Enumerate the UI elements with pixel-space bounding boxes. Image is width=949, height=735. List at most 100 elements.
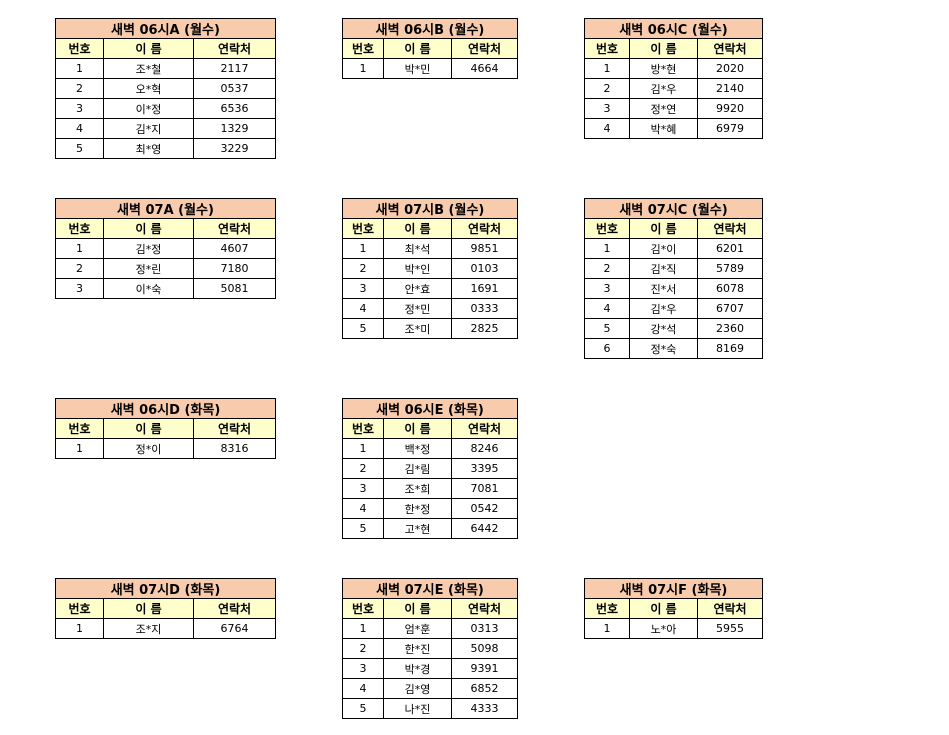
header-number[interactable]: 번호 [584, 218, 630, 239]
cell-number[interactable]: 6 [584, 338, 630, 359]
header-name[interactable]: 이 름 [629, 598, 698, 619]
cell-contact[interactable]: 8246 [451, 438, 518, 459]
cell-number[interactable]: 1 [342, 238, 384, 259]
header-name[interactable]: 이 름 [103, 38, 194, 59]
cell-number[interactable]: 3 [342, 658, 384, 679]
header-number[interactable]: 번호 [342, 418, 384, 439]
cell-name[interactable]: 조*지 [103, 618, 194, 639]
cell-number[interactable]: 3 [342, 478, 384, 499]
cell-name[interactable]: 김*우 [629, 78, 698, 99]
cell-contact[interactable]: 2020 [697, 58, 763, 79]
cell-contact[interactable]: 5098 [451, 638, 518, 659]
cell-number[interactable]: 5 [342, 318, 384, 339]
cell-contact[interactable]: 3395 [451, 458, 518, 479]
header-contact[interactable]: 연락처 [193, 418, 276, 439]
cell-contact[interactable]: 5789 [697, 258, 763, 279]
header-name[interactable]: 이 름 [383, 38, 452, 59]
cell-contact[interactable]: 1329 [193, 118, 276, 139]
cell-contact[interactable]: 4333 [451, 698, 518, 719]
cell-contact[interactable]: 2825 [451, 318, 518, 339]
cell-name[interactable]: 한*진 [383, 638, 452, 659]
cell-contact[interactable]: 8169 [697, 338, 763, 359]
cell-name[interactable]: 진*서 [629, 278, 698, 299]
cell-number[interactable]: 4 [584, 118, 630, 139]
cell-number[interactable]: 1 [584, 58, 630, 79]
cell-number[interactable]: 5 [342, 518, 384, 539]
cell-contact[interactable]: 6764 [193, 618, 276, 639]
cell-contact[interactable]: 5081 [193, 278, 276, 299]
cell-contact[interactable]: 4607 [193, 238, 276, 259]
header-name[interactable]: 이 름 [103, 418, 194, 439]
cell-contact[interactable]: 9391 [451, 658, 518, 679]
table-title[interactable]: 새벽 06시B (월수) [342, 18, 518, 39]
cell-number[interactable]: 4 [55, 118, 104, 139]
cell-contact[interactable]: 6707 [697, 298, 763, 319]
cell-name[interactable]: 정*숙 [629, 338, 698, 359]
header-contact[interactable]: 연락처 [451, 38, 518, 59]
cell-number[interactable]: 1 [584, 238, 630, 259]
cell-name[interactable]: 정*이 [103, 438, 194, 459]
cell-contact[interactable]: 6979 [697, 118, 763, 139]
header-number[interactable]: 번호 [55, 418, 104, 439]
cell-number[interactable]: 4 [342, 498, 384, 519]
header-contact[interactable]: 연락처 [451, 598, 518, 619]
header-number[interactable]: 번호 [342, 218, 384, 239]
cell-number[interactable]: 2 [55, 78, 104, 99]
cell-contact[interactable]: 2140 [697, 78, 763, 99]
header-number[interactable]: 번호 [584, 598, 630, 619]
cell-name[interactable]: 조*철 [103, 58, 194, 79]
header-name[interactable]: 이 름 [383, 598, 452, 619]
cell-name[interactable]: 김*정 [103, 238, 194, 259]
cell-number[interactable]: 4 [342, 298, 384, 319]
cell-name[interactable]: 박*민 [383, 58, 452, 79]
cell-name[interactable]: 엄*훈 [383, 618, 452, 639]
cell-number[interactable]: 4 [584, 298, 630, 319]
cell-name[interactable]: 정*연 [629, 98, 698, 119]
cell-contact[interactable]: 0313 [451, 618, 518, 639]
cell-number[interactable]: 2 [584, 258, 630, 279]
cell-name[interactable]: 김*지 [103, 118, 194, 139]
cell-number[interactable]: 1 [342, 618, 384, 639]
cell-contact[interactable]: 7180 [193, 258, 276, 279]
table-title[interactable]: 새벽 06시E (화목) [342, 398, 518, 419]
table-title[interactable]: 새벽 06시A (월수) [55, 18, 276, 39]
cell-contact[interactable]: 7081 [451, 478, 518, 499]
cell-name[interactable]: 최*석 [383, 238, 452, 259]
header-contact[interactable]: 연락처 [697, 598, 763, 619]
header-number[interactable]: 번호 [584, 38, 630, 59]
cell-name[interactable]: 조*미 [383, 318, 452, 339]
cell-number[interactable]: 2 [342, 458, 384, 479]
cell-contact[interactable]: 0103 [451, 258, 518, 279]
cell-contact[interactable]: 6078 [697, 278, 763, 299]
cell-name[interactable]: 김*우 [629, 298, 698, 319]
cell-name[interactable]: 최*영 [103, 138, 194, 159]
cell-number[interactable]: 2 [55, 258, 104, 279]
table-title[interactable]: 새벽 07시D (화목) [55, 578, 276, 599]
header-name[interactable]: 이 름 [629, 38, 698, 59]
cell-name[interactable]: 박*경 [383, 658, 452, 679]
cell-contact[interactable]: 8316 [193, 438, 276, 459]
table-title[interactable]: 새벽 06시D (화목) [55, 398, 276, 419]
cell-name[interactable]: 고*현 [383, 518, 452, 539]
cell-number[interactable]: 1 [55, 58, 104, 79]
cell-number[interactable]: 3 [342, 278, 384, 299]
cell-contact[interactable]: 4664 [451, 58, 518, 79]
cell-number[interactable]: 1 [55, 438, 104, 459]
header-name[interactable]: 이 름 [103, 218, 194, 239]
header-name[interactable]: 이 름 [103, 598, 194, 619]
cell-number[interactable]: 5 [584, 318, 630, 339]
cell-name[interactable]: 안*효 [383, 278, 452, 299]
cell-number[interactable]: 3 [584, 98, 630, 119]
cell-contact[interactable]: 2360 [697, 318, 763, 339]
cell-name[interactable]: 이*숙 [103, 278, 194, 299]
cell-number[interactable]: 1 [55, 238, 104, 259]
cell-contact[interactable]: 6536 [193, 98, 276, 119]
cell-number[interactable]: 1 [342, 58, 384, 79]
cell-contact[interactable]: 6852 [451, 678, 518, 699]
cell-number[interactable]: 1 [584, 618, 630, 639]
cell-contact[interactable]: 0537 [193, 78, 276, 99]
table-title[interactable]: 새벽 07A (월수) [55, 198, 276, 219]
cell-contact[interactable]: 2117 [193, 58, 276, 79]
table-title[interactable]: 새벽 07시B (월수) [342, 198, 518, 219]
header-name[interactable]: 이 름 [383, 218, 452, 239]
